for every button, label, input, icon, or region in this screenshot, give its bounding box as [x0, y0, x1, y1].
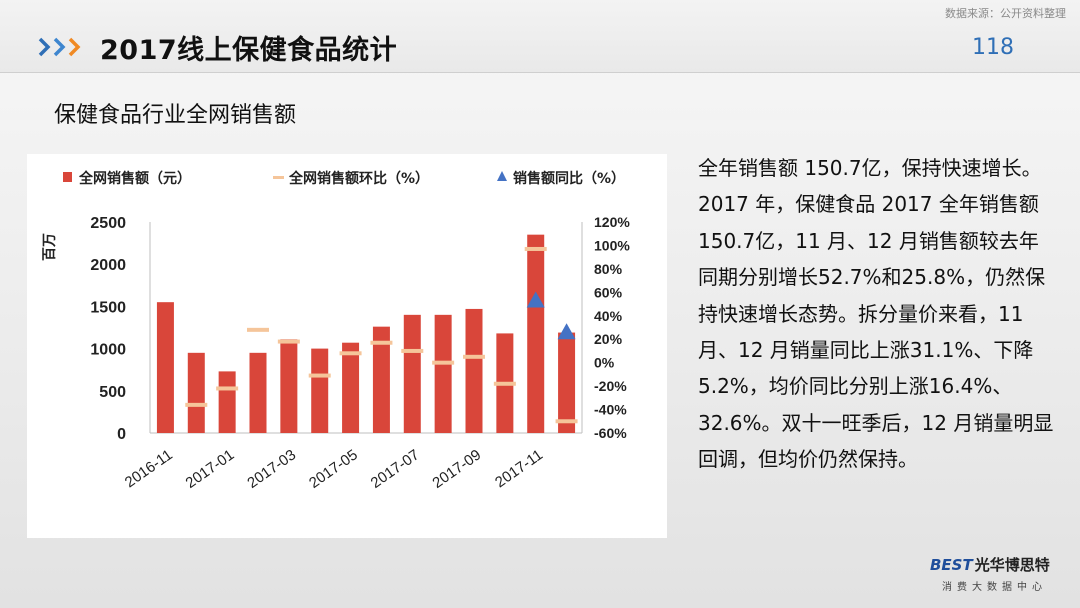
- y2-tick-label: 100%: [594, 237, 630, 253]
- y-tick-label: 2500: [90, 215, 126, 232]
- chevron-arrows-icon: [38, 37, 81, 57]
- mom-marker-2017-11: [524, 246, 547, 251]
- bar-2016-12: [187, 352, 205, 433]
- y2-tick-label: 40%: [594, 308, 623, 324]
- bar-2017-06: [372, 326, 390, 433]
- logo-tagline: 消费大数据中心: [942, 582, 1047, 593]
- bar-2017-05: [342, 342, 360, 433]
- mom-marker-2017-03: [277, 339, 300, 344]
- x-tick-label: 2017-09: [429, 446, 484, 492]
- bar-2017-11: [527, 234, 545, 433]
- summary-text: 全年销售额 150.7亿，保持快速增长。2017 年，保健食品 2017 全年销…: [698, 156, 1054, 472]
- mom-marker-2017-09: [463, 354, 485, 359]
- header-band: [0, 0, 1080, 73]
- mom-marker-2017-12: [555, 419, 578, 424]
- bar-2017-12: [558, 332, 576, 433]
- yoy-marker-2017-12: [557, 323, 576, 340]
- bar-2017-07: [403, 314, 421, 433]
- y2-tick-label: -40%: [594, 402, 627, 418]
- data-source-note: 数据来源：公开资料整理: [945, 7, 1066, 20]
- chart-svg: 0 500 1000 1500 2000 2500 -60% -40% -20% 0% 20% 40%…: [42, 170, 630, 492]
- mom-marker-2017-10: [493, 381, 516, 386]
- legend-label: 销售额同比（%）: [513, 170, 625, 187]
- y2-tick-label: -60%: [594, 425, 627, 441]
- mom-marker-2017-02: [247, 327, 269, 332]
- bar-2017-08: [434, 314, 452, 433]
- x-tick-label: 2017-11: [492, 446, 546, 491]
- mom-marker-2017-08: [432, 360, 455, 365]
- bar-2017-01: [218, 371, 236, 433]
- x-tick-label: 2017-01: [183, 446, 238, 492]
- y2-tick-label: 80%: [594, 261, 623, 277]
- y-tick-label: 500: [99, 384, 126, 401]
- y-axis-title: 百万: [42, 233, 58, 261]
- y2-tick-label: 60%: [594, 284, 623, 300]
- x-tick-label: 2016-11: [122, 446, 176, 491]
- y-tick-label: 2000: [90, 257, 126, 274]
- sales-chart: 0 500 1000 1500 2000 2500 -60% -40% -20% 0% 20% 40%…: [27, 154, 667, 538]
- logo-wordmark: BEST 光华博思特: [930, 554, 1050, 575]
- legend-label: 全网销售额环比（%）: [288, 170, 429, 187]
- page-title: 2017线上保健食品统计: [100, 35, 398, 66]
- y2-tick-label: 20%: [594, 331, 623, 347]
- y2-tick-label: -20%: [594, 378, 627, 394]
- bar-2016-11: [156, 302, 174, 433]
- bar-2017-02: [249, 352, 267, 433]
- y-tick-label: 1500: [90, 299, 126, 316]
- x-tick-label: 2017-07: [368, 446, 423, 492]
- logo-name: 光华博思特: [974, 556, 1050, 574]
- x-tick-label: 2017-03: [244, 446, 299, 492]
- bar-2017-09: [465, 308, 483, 433]
- bar-2017-03: [280, 339, 298, 433]
- section-subtitle: 保健食品行业全网销售额: [54, 103, 297, 128]
- y2-tick-label: 0%: [594, 355, 615, 371]
- y-tick-label: 0: [117, 426, 126, 443]
- logo-brand: BEST: [930, 556, 973, 574]
- bar-2017-04: [311, 348, 329, 433]
- mom-marker-2017-06: [370, 340, 393, 345]
- page-number: 118: [972, 35, 1014, 60]
- legend-label: 全网销售额（元）: [78, 170, 191, 187]
- yoy-marker-2017-11: [526, 291, 545, 308]
- mom-marker-2016-12: [185, 402, 208, 407]
- mom-marker-2017-04: [308, 373, 331, 378]
- y2-tick-label: 120%: [594, 214, 630, 230]
- legend-swatch-yoy: [497, 171, 507, 181]
- company-logo: BEST 光华博思特 消费大数据中心: [930, 554, 1070, 600]
- legend-swatch-mom: [273, 176, 284, 179]
- mom-marker-2017-05: [339, 351, 362, 356]
- mom-marker-2017-07: [401, 348, 424, 353]
- mom-marker-2017-01: [216, 386, 239, 391]
- x-tick-label: 2017-05: [306, 446, 361, 492]
- summary-paragraph: 全年销售额 150.7亿，保持快速增长。2017 年，保健食品 2017 全年销…: [698, 150, 1054, 478]
- y-tick-label: 1000: [90, 342, 126, 359]
- legend-swatch-sales: [63, 172, 72, 182]
